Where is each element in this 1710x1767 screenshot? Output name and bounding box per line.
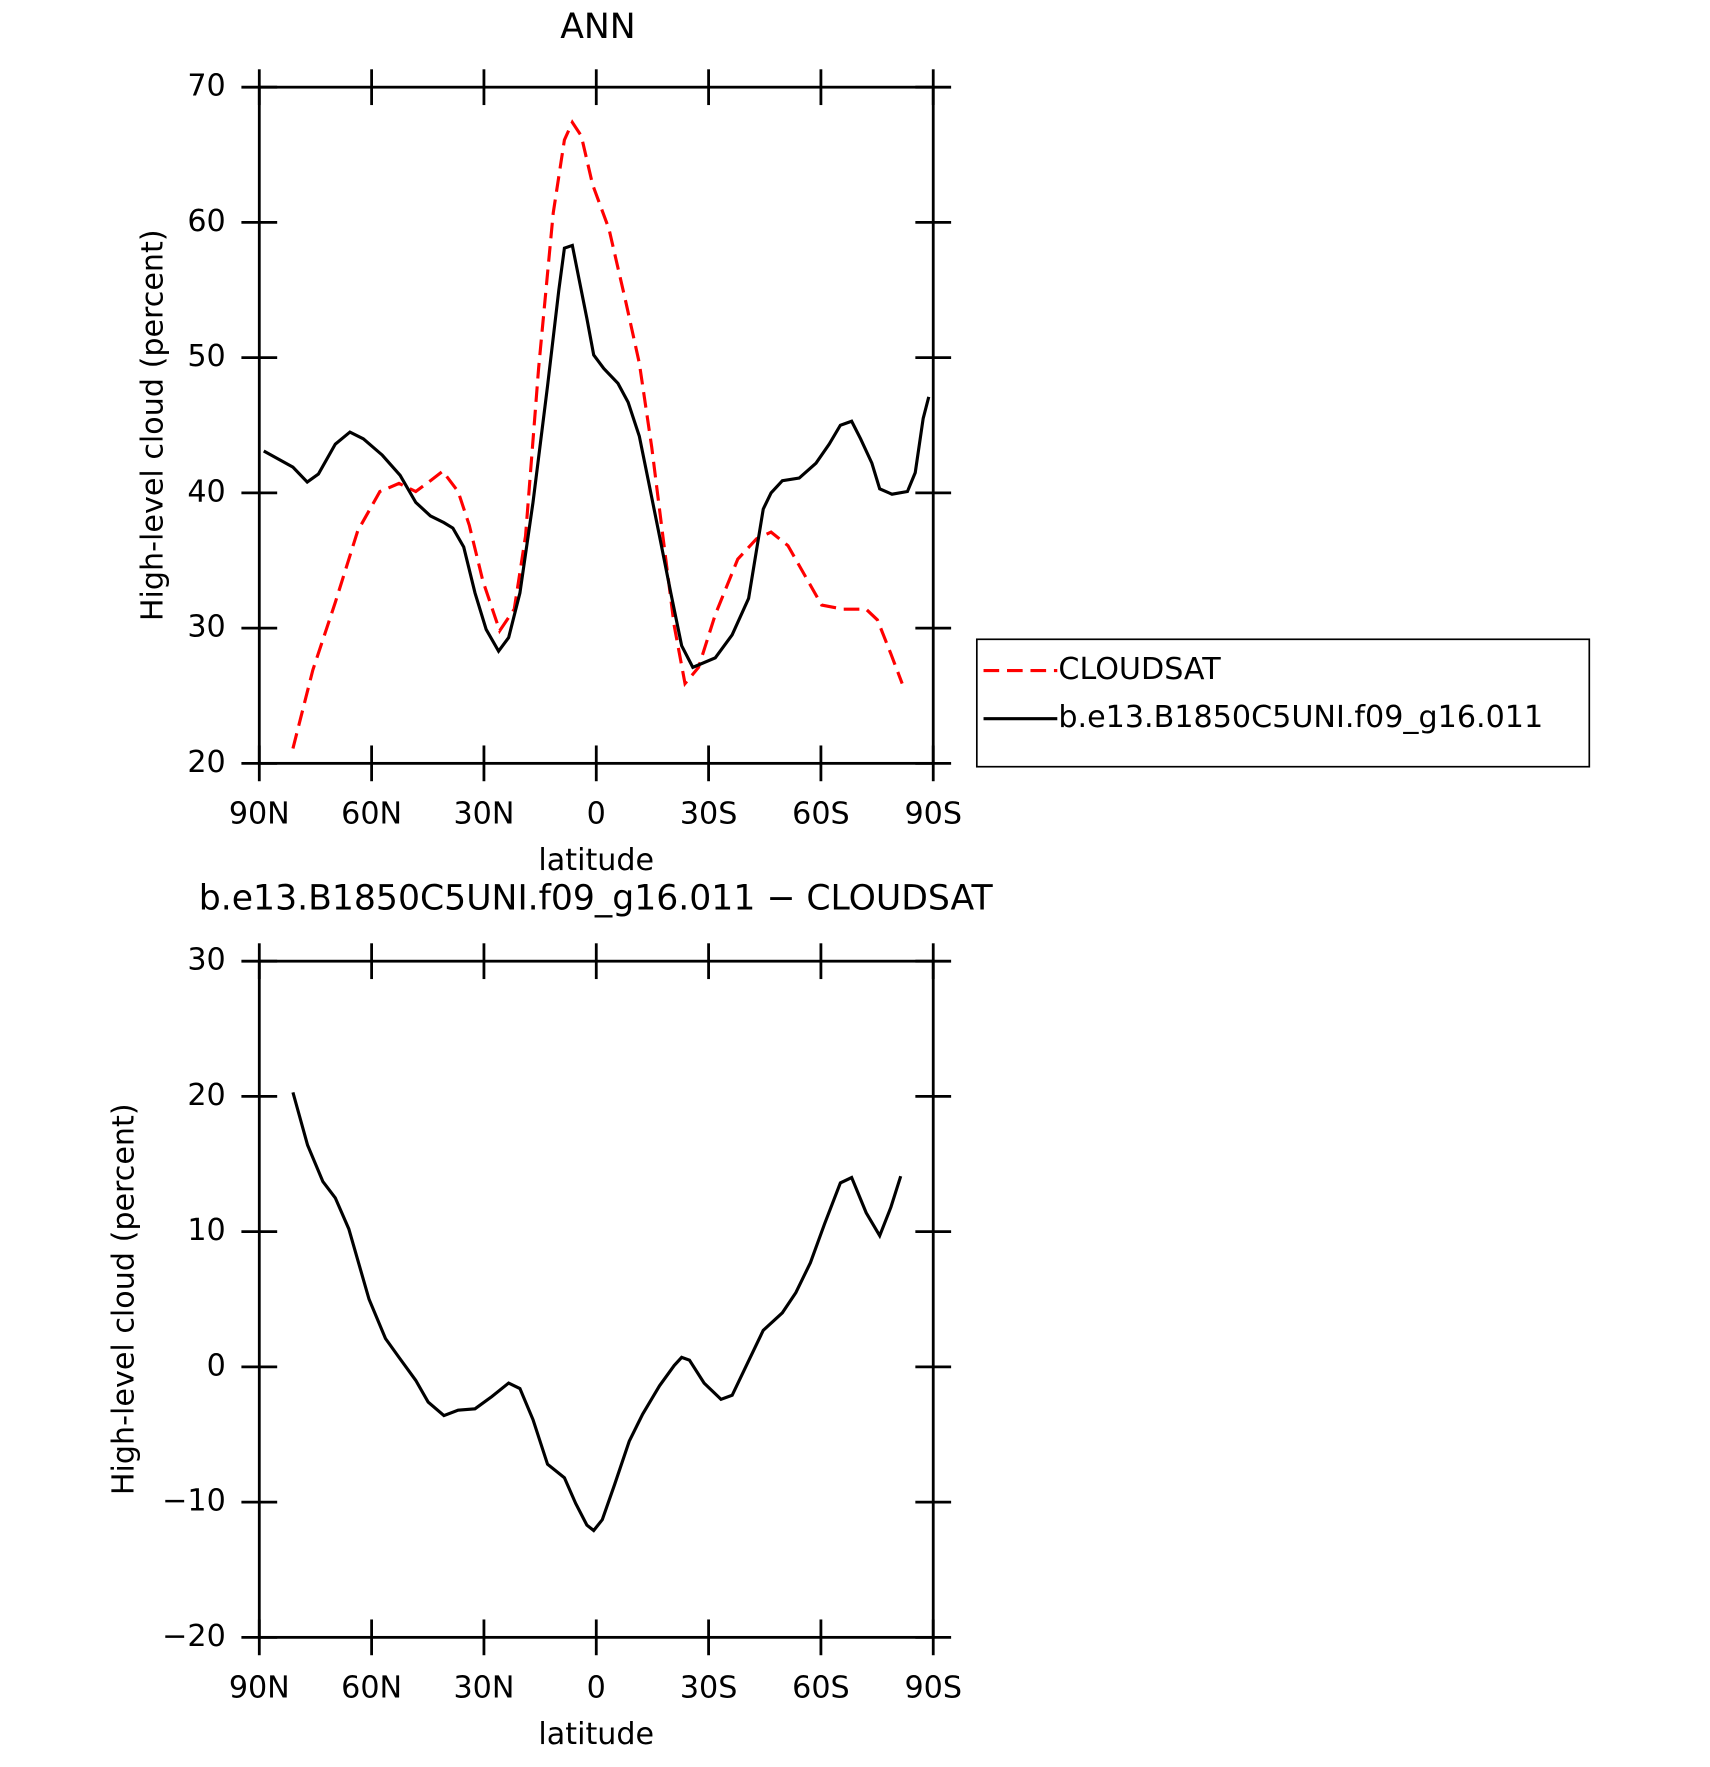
plot-frame xyxy=(257,959,935,1639)
x-tick-label: 30S xyxy=(680,796,738,831)
x-tick-label: 60N xyxy=(341,1670,402,1705)
y-axis-label: High-level cloud (percent) xyxy=(107,1103,142,1495)
y-tick-label: −10 xyxy=(162,1484,226,1519)
x-tick-label: 0 xyxy=(587,1670,606,1705)
x-tick-label: 90N xyxy=(229,796,290,831)
y-tick-label: 70 xyxy=(187,69,225,104)
legend-label: CLOUDSAT xyxy=(1058,652,1221,687)
chart-title: b.e13.B1850C5UNI.f09_g16.011 − CLOUDSAT xyxy=(199,879,994,919)
x-tick-label: 60S xyxy=(792,1670,850,1705)
y-tick-label: 50 xyxy=(187,339,225,374)
x-tick-label: 0 xyxy=(587,796,606,831)
x-tick-label: 30N xyxy=(453,796,514,831)
y-tick-label: −20 xyxy=(162,1619,226,1654)
y-tick-label: 30 xyxy=(187,610,225,645)
x-tick-label: 60S xyxy=(792,796,850,831)
legend-box xyxy=(975,638,1591,768)
x-axis-label: latitude xyxy=(538,1717,654,1752)
y-tick-label: 40 xyxy=(187,474,225,509)
x-tick-label: 90N xyxy=(229,1670,290,1705)
x-tick-label: 30S xyxy=(680,1670,738,1705)
series-line xyxy=(263,243,931,670)
chart-title: ANN xyxy=(560,7,636,47)
plot-frame xyxy=(257,85,935,765)
x-axis-label: latitude xyxy=(538,843,654,878)
y-axis-label: High-level cloud (percent) xyxy=(136,229,171,621)
y-tick-label: 30 xyxy=(187,943,225,978)
legend-label: b.e13.B1850C5UNI.f09_g16.011 xyxy=(1058,700,1543,735)
x-tick-label: 60N xyxy=(341,796,402,831)
series-line xyxy=(291,119,904,749)
y-tick-label: 60 xyxy=(187,204,225,239)
y-tick-label: 0 xyxy=(207,1348,226,1383)
x-tick-label: 90S xyxy=(904,796,962,831)
line xyxy=(291,1091,903,1533)
legend: CLOUDSAT b.e13.B1850C5UNI.f09_g16.011 xyxy=(975,638,1591,768)
y-tick-label: 20 xyxy=(187,745,225,780)
x-tick-label: 30N xyxy=(453,1670,514,1705)
x-tick-label: 90S xyxy=(904,1670,962,1705)
y-tick-label: 10 xyxy=(187,1213,225,1248)
y-tick-label: 20 xyxy=(187,1078,225,1113)
